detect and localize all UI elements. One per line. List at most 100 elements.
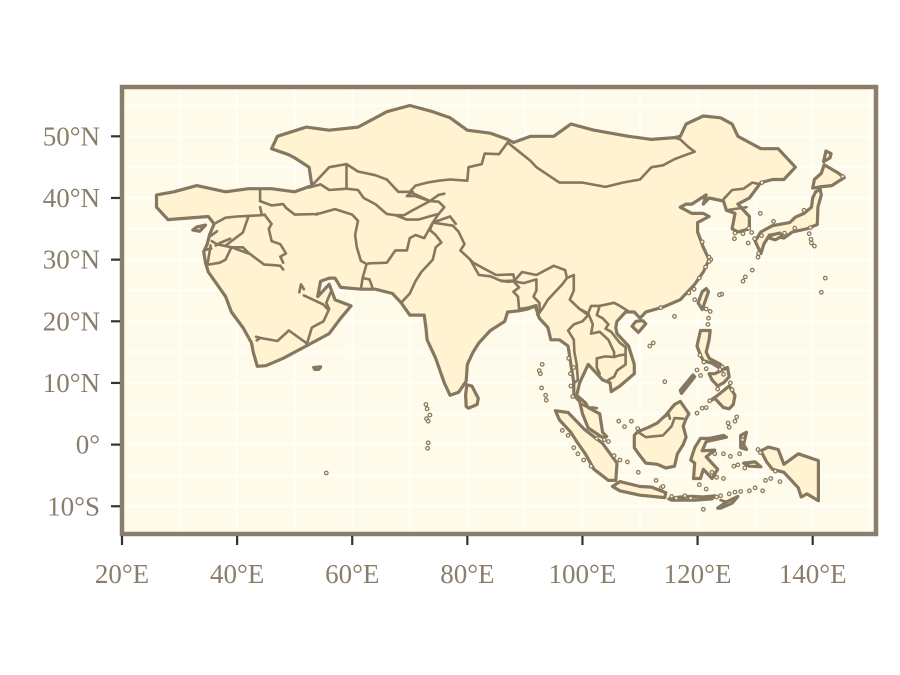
island-dot xyxy=(696,275,702,281)
island-dot xyxy=(635,469,641,475)
country-border xyxy=(581,403,599,410)
island-dot xyxy=(323,470,329,476)
island-dot xyxy=(706,254,712,260)
island-dot xyxy=(732,236,737,242)
island-dot xyxy=(806,231,812,237)
island-dot xyxy=(735,462,741,468)
island-dot xyxy=(759,180,765,186)
island-dot xyxy=(694,367,700,373)
island-dot xyxy=(755,447,761,452)
country-border xyxy=(278,264,285,271)
country-border xyxy=(214,237,232,247)
island-dot xyxy=(571,365,577,370)
island-dot xyxy=(707,398,713,404)
land-hainan xyxy=(630,319,648,334)
island-dot xyxy=(818,289,824,295)
island-dot xyxy=(771,218,776,224)
country-border xyxy=(302,294,329,311)
country-border xyxy=(297,282,306,294)
country-border xyxy=(310,141,509,194)
country-border xyxy=(304,290,333,348)
island-dot xyxy=(759,233,764,239)
country-border xyxy=(209,230,219,237)
country-border xyxy=(662,413,672,421)
island-dot xyxy=(625,459,630,465)
island-dot xyxy=(565,433,571,438)
land-sri-lanka xyxy=(464,383,480,410)
island-dot xyxy=(749,267,755,273)
country-border xyxy=(725,205,748,212)
island-dot xyxy=(840,173,845,179)
island-dot xyxy=(718,493,723,499)
country-border xyxy=(566,307,590,385)
island-dot xyxy=(682,493,688,499)
land-java xyxy=(610,480,668,500)
island-dot xyxy=(755,254,761,260)
y-tick-label: 0° xyxy=(76,430,100,460)
island-dot xyxy=(566,355,571,361)
island-dot xyxy=(697,352,703,358)
island-dot xyxy=(673,495,679,501)
island-dot xyxy=(760,488,765,494)
island-dot xyxy=(568,371,573,377)
island-dot xyxy=(701,359,707,365)
land-sumatra xyxy=(553,409,619,482)
island-dot xyxy=(617,457,623,463)
x-tick-label: 120°E xyxy=(664,559,732,589)
country-border xyxy=(595,304,627,356)
island-dot xyxy=(757,450,763,456)
island-dot xyxy=(703,306,709,312)
island-dot xyxy=(728,380,733,386)
island-dot xyxy=(740,231,746,237)
island-dot xyxy=(808,225,813,231)
island-dot xyxy=(703,264,708,270)
land-sulawesi xyxy=(689,433,729,481)
island-dot xyxy=(721,371,726,377)
country-border xyxy=(365,212,440,266)
island-dot xyxy=(425,445,431,451)
island-dot xyxy=(734,414,740,420)
island-dot xyxy=(812,243,817,249)
islands-layer xyxy=(323,173,845,512)
country-border xyxy=(536,276,569,317)
island-dot xyxy=(616,418,622,424)
island-dot xyxy=(746,225,752,231)
island-dot xyxy=(427,412,433,418)
island-dot xyxy=(698,373,703,378)
country-border xyxy=(431,215,458,226)
island-dot xyxy=(622,424,627,430)
island-dot xyxy=(740,278,746,284)
y-tick-label: 30°N xyxy=(43,245,100,275)
land-sakhalin-tip xyxy=(821,149,833,164)
land-mindanao xyxy=(707,384,737,411)
island-dot xyxy=(559,428,565,433)
land-hokkaido xyxy=(811,163,846,190)
island-dot xyxy=(808,236,814,242)
y-tick-label: 10°N xyxy=(43,368,100,398)
island-dot xyxy=(706,315,711,321)
island-dot xyxy=(575,451,581,457)
island-dot xyxy=(763,478,768,483)
island-dot xyxy=(705,322,711,327)
country-border xyxy=(526,304,537,311)
x-tick-label: 100°E xyxy=(549,559,617,589)
island-dot xyxy=(737,451,742,457)
island-dot xyxy=(543,397,549,403)
island-dot xyxy=(792,225,798,231)
island-dot xyxy=(692,297,698,303)
x-tick-label: 140°E xyxy=(779,559,847,589)
island-dot xyxy=(714,494,719,500)
island-dot xyxy=(777,479,783,485)
island-dot xyxy=(662,379,668,385)
island-dot xyxy=(717,292,722,298)
land-socotra xyxy=(312,365,323,371)
y-tick-label: 40°N xyxy=(43,183,100,213)
country-border xyxy=(719,498,728,504)
country-border xyxy=(399,221,569,305)
island-dot xyxy=(822,275,828,281)
land-taiwan xyxy=(696,287,711,312)
island-dot xyxy=(752,485,758,491)
island-dot xyxy=(699,405,705,411)
island-dot xyxy=(696,482,702,488)
island-dot xyxy=(425,418,431,424)
